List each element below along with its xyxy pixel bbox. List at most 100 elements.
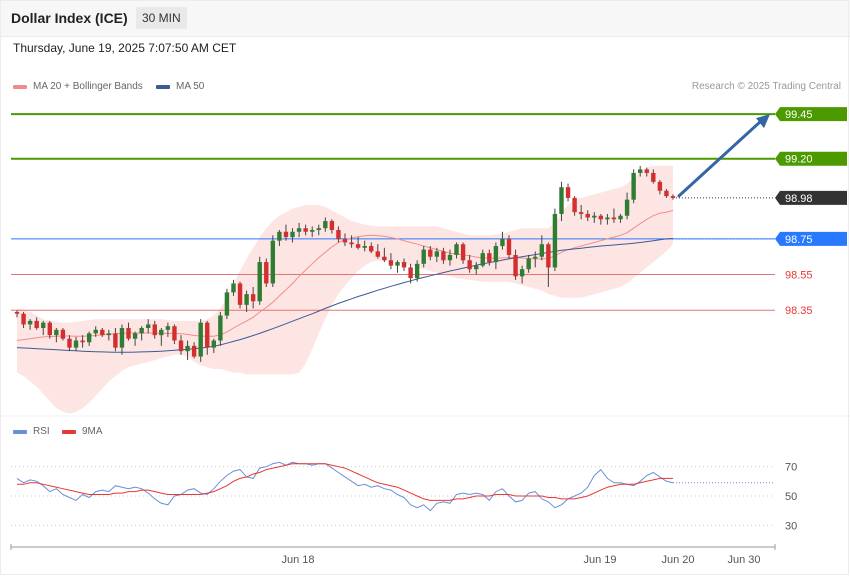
candle bbox=[454, 242, 459, 259]
level-tag-bg bbox=[775, 151, 847, 166]
candle bbox=[257, 256, 262, 305]
candle-body bbox=[310, 229, 315, 232]
candle bbox=[146, 319, 151, 334]
candle bbox=[218, 311, 223, 346]
candle bbox=[250, 287, 256, 309]
candle-body bbox=[119, 328, 125, 348]
level-tag-99-20: 99.20 bbox=[775, 151, 847, 166]
candle bbox=[211, 338, 216, 353]
candle-body bbox=[474, 265, 479, 270]
candle-body bbox=[618, 215, 623, 220]
candle-body bbox=[382, 256, 387, 261]
candle-body bbox=[362, 246, 367, 248]
candle-body bbox=[460, 244, 466, 261]
candle bbox=[487, 249, 492, 266]
candle bbox=[500, 231, 505, 250]
bollinger-swatch bbox=[13, 84, 27, 89]
candle-body bbox=[270, 240, 276, 284]
candle-body bbox=[552, 213, 558, 268]
candle-body bbox=[264, 262, 269, 284]
candle bbox=[106, 329, 112, 341]
candle-body bbox=[559, 187, 564, 214]
candle-body bbox=[93, 329, 98, 334]
candle-body bbox=[231, 283, 236, 293]
candle-body bbox=[631, 172, 636, 200]
candle-body bbox=[546, 244, 551, 268]
candle-body bbox=[454, 244, 459, 255]
candle-body bbox=[375, 251, 380, 257]
candle bbox=[126, 322, 131, 341]
candle-body bbox=[539, 244, 544, 257]
candle-body bbox=[100, 329, 105, 336]
candle bbox=[237, 281, 243, 309]
candle-body bbox=[211, 340, 216, 348]
candle bbox=[316, 224, 321, 236]
legend-ma50: MA 50 bbox=[156, 81, 204, 92]
candle bbox=[395, 260, 400, 273]
candle bbox=[657, 180, 663, 195]
candle bbox=[552, 208, 558, 271]
candle-body bbox=[80, 340, 85, 343]
candle-body bbox=[126, 328, 131, 339]
candle bbox=[362, 240, 367, 252]
candle-body bbox=[14, 311, 20, 314]
candle-body bbox=[41, 322, 46, 329]
level-tag-bg bbox=[775, 190, 847, 205]
candle-body bbox=[493, 246, 499, 263]
candle bbox=[329, 219, 335, 234]
timeframe-button[interactable]: 30 MIN bbox=[136, 7, 187, 29]
header-bar: Dollar Index (ICE) 30 MIN bbox=[0, 0, 850, 37]
candle-body bbox=[467, 260, 472, 270]
candle bbox=[277, 229, 282, 247]
candle-body bbox=[257, 262, 262, 302]
candle-body bbox=[585, 213, 590, 218]
candle-body bbox=[414, 263, 420, 279]
candle-body bbox=[441, 251, 446, 261]
candle bbox=[533, 251, 538, 268]
legend-bollinger: MA 20 + Bollinger Bands bbox=[13, 81, 143, 92]
candle-body bbox=[250, 294, 256, 302]
candle-body bbox=[336, 229, 341, 239]
candle bbox=[467, 254, 472, 273]
candle bbox=[310, 226, 315, 238]
candle bbox=[369, 242, 374, 254]
candle-body bbox=[369, 246, 374, 252]
candle-body bbox=[480, 253, 485, 266]
instrument-title: Dollar Index (ICE) bbox=[11, 10, 128, 26]
candle bbox=[664, 188, 669, 198]
candle bbox=[47, 320, 52, 339]
candle-body bbox=[572, 197, 577, 213]
candle-body bbox=[388, 260, 394, 266]
candle-body bbox=[224, 292, 230, 316]
candle-body bbox=[113, 333, 118, 348]
candle bbox=[526, 254, 531, 273]
candle bbox=[119, 324, 125, 355]
candle bbox=[67, 335, 72, 352]
candle-body bbox=[421, 249, 426, 264]
candle bbox=[598, 213, 604, 225]
legend-rsi: RSI bbox=[13, 426, 50, 437]
candle bbox=[191, 342, 197, 359]
candle-body bbox=[408, 267, 413, 279]
candle bbox=[670, 194, 676, 200]
candle-body bbox=[86, 333, 92, 343]
candle-body bbox=[605, 217, 610, 220]
candle-body bbox=[132, 333, 138, 339]
candle bbox=[342, 233, 348, 247]
candle-body bbox=[598, 215, 604, 220]
x-tick-label: Jun 18 bbox=[281, 554, 314, 566]
candle-body bbox=[342, 238, 348, 243]
candle-body bbox=[60, 329, 66, 339]
candle-body bbox=[106, 333, 112, 336]
candle bbox=[244, 290, 249, 312]
candle bbox=[41, 320, 46, 336]
legend-9ma: 9MA bbox=[62, 426, 103, 437]
candle-body bbox=[651, 172, 656, 182]
candle-body bbox=[139, 328, 144, 334]
candle-body bbox=[500, 238, 505, 247]
candle bbox=[73, 336, 79, 352]
candle bbox=[224, 288, 230, 320]
legend-bollinger-label: MA 20 + Bollinger Bands bbox=[33, 81, 143, 92]
forecast-arrow-head bbox=[756, 114, 770, 129]
